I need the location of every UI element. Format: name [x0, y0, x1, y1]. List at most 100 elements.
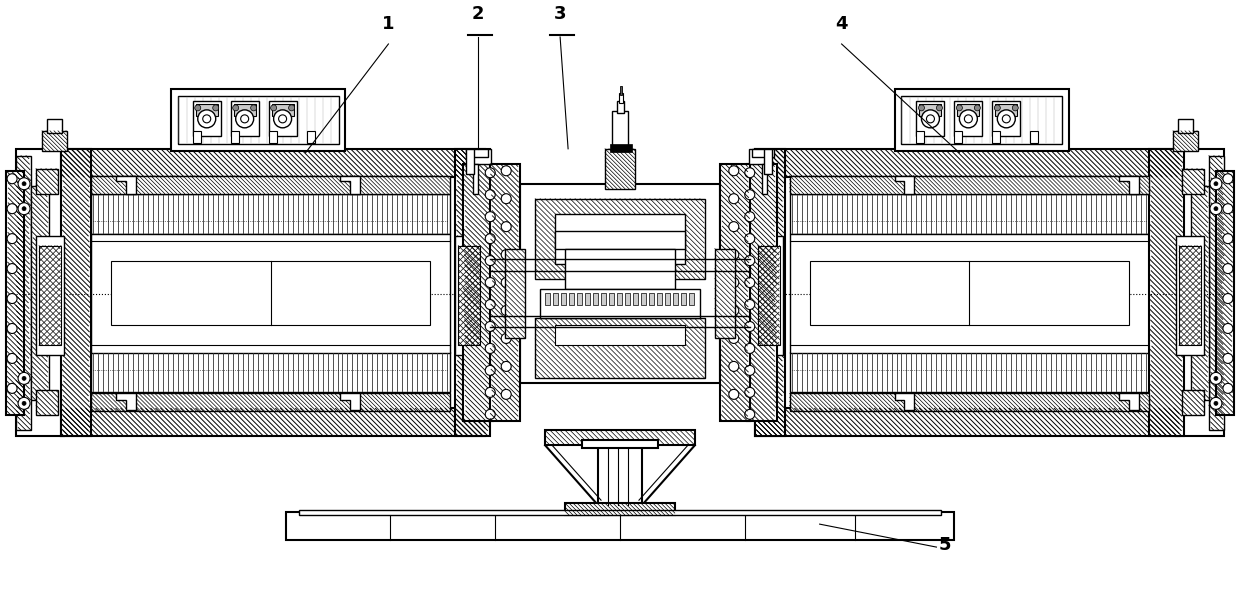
Bar [593, 293, 598, 304]
Circle shape [19, 178, 30, 190]
Bar [749, 149, 766, 164]
Circle shape [1223, 294, 1233, 303]
Bar [1173, 131, 1198, 151]
Circle shape [501, 221, 511, 232]
Bar [790, 393, 1149, 411]
Circle shape [729, 361, 739, 371]
Bar [1209, 156, 1224, 430]
Bar [585, 293, 590, 304]
Bar [755, 408, 1179, 436]
Bar [601, 293, 606, 304]
Bar [673, 293, 678, 304]
Circle shape [19, 398, 30, 410]
Bar [665, 293, 670, 304]
Circle shape [745, 168, 755, 178]
Bar [1030, 131, 1038, 143]
Bar [474, 149, 491, 164]
Bar [577, 293, 582, 304]
Bar [755, 236, 782, 355]
Bar [110, 261, 430, 325]
Bar [466, 149, 489, 157]
Circle shape [745, 410, 755, 419]
Circle shape [729, 221, 739, 232]
Circle shape [965, 115, 972, 123]
Bar [689, 293, 694, 304]
Bar [992, 131, 1001, 143]
Circle shape [921, 110, 940, 128]
Bar [36, 236, 64, 355]
Circle shape [1002, 115, 1011, 123]
Polygon shape [894, 393, 914, 410]
Circle shape [1210, 203, 1221, 215]
Bar [1190, 186, 1209, 401]
Circle shape [745, 212, 755, 221]
Polygon shape [894, 176, 914, 193]
Circle shape [1210, 373, 1221, 384]
Circle shape [22, 376, 26, 380]
Bar [746, 164, 776, 421]
Bar [455, 236, 484, 355]
Circle shape [1223, 233, 1233, 244]
Bar [562, 293, 567, 304]
Circle shape [501, 166, 511, 176]
Bar [761, 164, 766, 193]
Circle shape [745, 278, 755, 288]
Bar [619, 93, 622, 103]
Circle shape [279, 115, 286, 123]
Circle shape [485, 365, 495, 376]
Text: 2: 2 [472, 5, 485, 23]
Bar [1182, 390, 1204, 416]
Circle shape [7, 353, 17, 364]
Circle shape [501, 389, 511, 399]
Circle shape [936, 105, 942, 111]
Bar [625, 293, 630, 304]
Circle shape [501, 334, 511, 343]
Bar [755, 149, 1179, 177]
Circle shape [22, 181, 26, 186]
Circle shape [203, 115, 211, 123]
Circle shape [745, 322, 755, 331]
Bar [582, 440, 658, 448]
Bar [790, 193, 1149, 233]
Bar [957, 104, 980, 116]
Circle shape [729, 389, 739, 399]
Circle shape [501, 361, 511, 371]
Bar [536, 199, 704, 279]
Bar [764, 149, 771, 174]
Circle shape [485, 387, 495, 398]
Text: 4: 4 [836, 15, 848, 33]
Bar [91, 352, 450, 392]
Circle shape [1223, 204, 1233, 214]
Polygon shape [1120, 393, 1140, 410]
Bar [632, 293, 637, 304]
Circle shape [485, 168, 495, 178]
Bar [790, 233, 1149, 353]
Circle shape [7, 264, 17, 273]
Bar [464, 164, 494, 421]
Circle shape [233, 105, 238, 111]
Bar [641, 293, 646, 304]
Bar [192, 101, 221, 136]
Circle shape [729, 334, 739, 343]
Bar [38, 245, 61, 346]
Bar [569, 293, 574, 304]
Bar [916, 101, 945, 136]
Polygon shape [115, 393, 136, 410]
Circle shape [1012, 105, 1018, 111]
Circle shape [7, 233, 17, 244]
Bar [758, 245, 780, 346]
Circle shape [1223, 264, 1233, 273]
Circle shape [745, 256, 755, 266]
Circle shape [501, 250, 511, 260]
Bar [546, 293, 551, 304]
Bar [42, 131, 67, 151]
Bar [269, 101, 296, 136]
Circle shape [729, 306, 739, 315]
Circle shape [195, 105, 201, 111]
Bar [16, 156, 31, 430]
Circle shape [1210, 398, 1221, 410]
Circle shape [745, 300, 755, 309]
Bar [613, 111, 627, 151]
Circle shape [1223, 174, 1233, 184]
Circle shape [485, 278, 495, 288]
